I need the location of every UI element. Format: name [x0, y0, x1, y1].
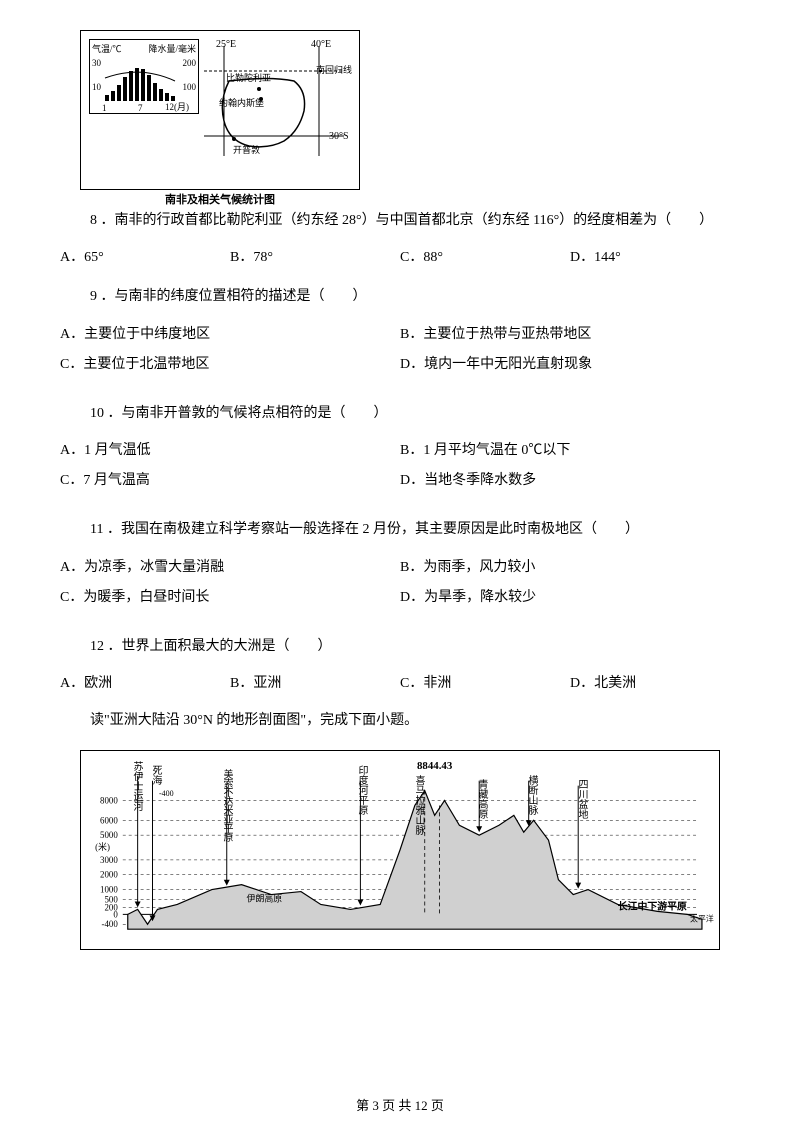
lat-30s: 30°S	[329, 131, 349, 142]
yangtze-label: 长江中下游平原	[618, 900, 687, 913]
figure1-caption: 南非及相关气候统计图	[81, 191, 359, 207]
month-7: 7	[138, 103, 143, 113]
city-pretoria: 比勒陀利亚	[226, 71, 271, 84]
q8-opt-d: D．144°	[570, 246, 740, 266]
q11-opt-a: A．为凉季，冰雪大量消融	[60, 556, 400, 576]
q9-opt-c: C．主要位于北温带地区	[60, 353, 400, 373]
pacific-label: 太平洋	[690, 914, 714, 924]
lon-25e: 25°E	[216, 39, 236, 50]
q11-opt-d: D．为旱季，降水较少	[400, 586, 740, 606]
y-5000: 5000	[100, 830, 118, 840]
month-1: 1	[102, 103, 107, 113]
south-africa-figure: 气温/℃ 降水量/毫米 30 10 200 100 1 7 12(月)	[80, 30, 360, 190]
profile-svg: 8000 6000 5000 3000 2000 1000 500 200 0 …	[81, 751, 719, 949]
y-3000: 3000	[100, 855, 118, 865]
hengduan-label: 横断山脉	[524, 775, 539, 815]
q8-opt-a: A．65°	[60, 246, 230, 266]
q10-opt-a: A．1 月气温低	[60, 439, 400, 459]
climate-chart-box: 气温/℃ 降水量/毫米 30 10 200 100 1 7 12(月)	[89, 39, 199, 114]
climate-axis-left: 气温/℃	[92, 42, 122, 55]
month-12: 12(月)	[165, 100, 189, 113]
q9-options: A．主要位于中纬度地区 B．主要位于热带与亚热带地区 C．主要位于北温带地区 D…	[60, 323, 740, 383]
iran-label: 伊朗高原	[247, 893, 283, 904]
q8-options: A．65° B．78° C．88° D．144°	[60, 246, 740, 266]
peak-label: 8844.43	[417, 760, 453, 772]
climate-bars-svg	[100, 63, 190, 103]
city-joburg: 约翰内斯堡	[219, 96, 264, 109]
y-6000: 6000	[100, 816, 118, 826]
meso-label: 美索不达米亚平原	[219, 769, 234, 841]
q12-opt-a: A．欧洲	[60, 672, 230, 692]
lon-40e: 40°E	[311, 39, 331, 50]
asia-profile-figure: 8000 6000 5000 3000 2000 1000 500 200 0 …	[80, 750, 720, 950]
q10-opt-d: D．当地冬季降水数多	[400, 469, 740, 489]
y-neg400: -400	[102, 920, 119, 930]
tibetan-label: 青藏高原	[474, 779, 489, 819]
q9-opt-b: B．主要位于热带与亚热带地区	[400, 323, 740, 343]
y-0: 0	[113, 910, 118, 920]
tropic-label: 南回归线	[316, 63, 352, 76]
reading-prompt: 读"亚洲大陆沿 30°N 的地形剖面图"，完成下面小题。	[90, 710, 740, 732]
q12-opt-c: C．非洲	[400, 672, 570, 692]
q9-opt-d: D．境内一年中无阳光直射现象	[400, 353, 740, 373]
q10-opt-c: C．7 月气温高	[60, 469, 400, 489]
q8-opt-c: C．88°	[400, 246, 570, 266]
climate-axis-right: 降水量/毫米	[148, 42, 196, 55]
deadsea-label: 死海	[148, 765, 163, 785]
y-1000: 1000	[100, 885, 118, 895]
q8-opt-b: B．78°	[230, 246, 400, 266]
page-footer: 第 3 页 共 12 页	[0, 1095, 800, 1114]
q11-options: A．为凉季，冰雪大量消融 B．为雨季，风力较小 C．为暖季，白昼时间长 D．为旱…	[60, 556, 740, 616]
question-11: 11 ．我国在南极建立科学考察站一般选择在 2 月份，其主要原因是此时南极地区（…	[90, 519, 740, 541]
q12-opt-b: B．亚洲	[230, 672, 400, 692]
deadsea-val: -400	[159, 789, 174, 798]
city-capetown: 开普敦	[233, 143, 260, 156]
question-8: 8 ．南非的行政首都比勒陀利亚（约东经 28°）与中国首都北京（约东经 116°…	[90, 210, 740, 232]
suez-label: 苏伊士运河	[129, 761, 144, 811]
y-2000: 2000	[100, 870, 118, 880]
question-10: 10 ．与南非开普敦的气候将点相符的是（ ）	[90, 403, 740, 425]
q10-options: A．1 月气温低 B．1 月平均气温在 0℃以下 C．7 月气温高 D．当地冬季…	[60, 439, 740, 499]
sichuan-label: 四川盆地	[574, 779, 589, 819]
question-9: 9 ．与南非的纬度位置相符的描述是（ ）	[90, 286, 740, 308]
q11-opt-b: B．为雨季，风力较小	[400, 556, 740, 576]
q9-opt-a: A．主要位于中纬度地区	[60, 323, 400, 343]
q12-options: A．欧洲 B．亚洲 C．非洲 D．北美洲	[60, 672, 740, 692]
q11-opt-c: C．为暖季，白昼时间长	[60, 586, 400, 606]
question-12: 12 ．世界上面积最大的大洲是（ ）	[90, 636, 740, 658]
himalaya-label: 喜马拉雅山脉	[411, 775, 426, 835]
indus-label: 印度河平原	[354, 765, 369, 815]
q12-opt-d: D．北美洲	[570, 672, 740, 692]
y-unit: (米)	[95, 841, 110, 852]
y-8000: 8000	[100, 796, 118, 806]
q10-opt-b: B．1 月平均气温在 0℃以下	[400, 439, 740, 459]
